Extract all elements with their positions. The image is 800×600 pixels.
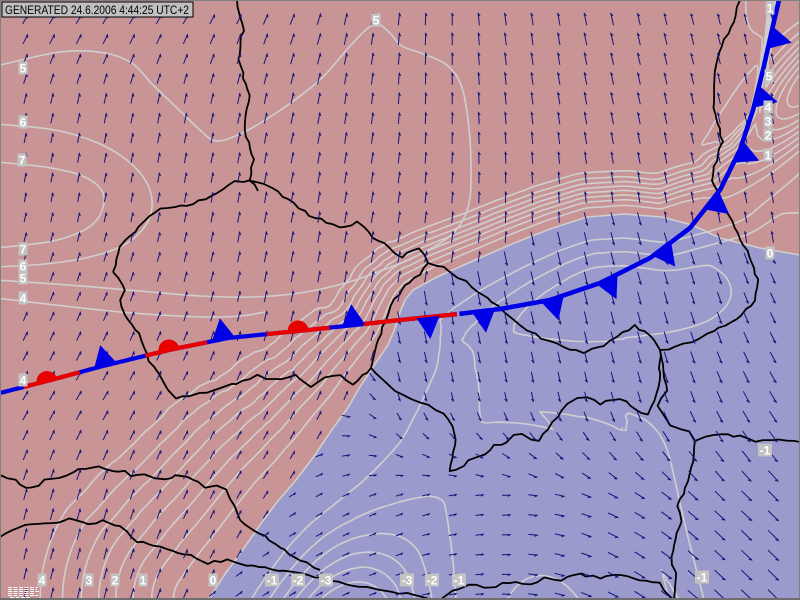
svg-text:4: 4 <box>765 101 772 115</box>
svg-text:5: 5 <box>373 14 380 28</box>
svg-text:2: 2 <box>112 574 119 588</box>
svg-text:5: 5 <box>20 272 27 286</box>
svg-text:-2: -2 <box>427 574 438 588</box>
svg-text:7: 7 <box>20 243 27 257</box>
svg-text:GENERATED 24.6.2006 4:44:25 UT: GENERATED 24.6.2006 4:44:25 UTC+2 <box>5 3 189 17</box>
svg-text:-2: -2 <box>293 574 304 588</box>
svg-text:6: 6 <box>20 260 27 274</box>
svg-text:0: 0 <box>767 247 774 261</box>
svg-text:-1: -1 <box>267 574 278 588</box>
svg-text:1: 1 <box>765 149 772 163</box>
svg-text:4: 4 <box>20 292 27 306</box>
svg-text:3: 3 <box>765 115 772 129</box>
svg-text:-3: -3 <box>402 574 413 588</box>
svg-text:1: 1 <box>767 2 774 16</box>
svg-text:2: 2 <box>765 129 772 143</box>
svg-text:0: 0 <box>210 574 217 588</box>
svg-text:4: 4 <box>20 374 27 388</box>
svg-text:6: 6 <box>20 116 27 130</box>
svg-text:-1: -1 <box>697 571 708 585</box>
svg-text:7: 7 <box>19 154 26 168</box>
svg-text:5: 5 <box>20 62 27 76</box>
svg-text:3: 3 <box>86 574 93 588</box>
svg-text:-1: -1 <box>760 444 771 458</box>
svg-text:1: 1 <box>140 574 147 588</box>
svg-text:-1: -1 <box>454 574 465 588</box>
svg-text:4: 4 <box>39 574 46 588</box>
svg-text:5: 5 <box>766 70 773 84</box>
svg-text:-3: -3 <box>321 574 332 588</box>
